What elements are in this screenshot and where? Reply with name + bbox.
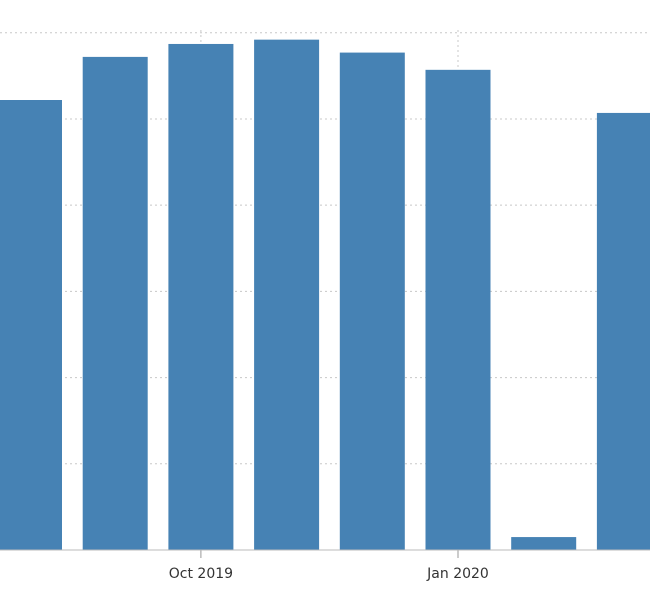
bar [0, 100, 62, 550]
bar [596, 112, 650, 551]
bar [82, 56, 148, 551]
x-tick-label: Oct 2019 [169, 566, 233, 582]
bar [339, 52, 405, 550]
bar [168, 43, 234, 551]
bar [254, 39, 320, 550]
bar [511, 537, 577, 550]
x-tick-label: Jan 2020 [426, 566, 489, 582]
bar [425, 69, 491, 551]
